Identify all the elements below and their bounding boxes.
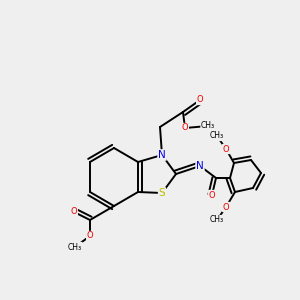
Text: O: O <box>223 145 229 154</box>
Text: O: O <box>71 208 77 217</box>
Text: CH₃: CH₃ <box>68 242 82 251</box>
Text: O: O <box>209 190 215 200</box>
Text: CH₃: CH₃ <box>201 122 215 130</box>
Text: CH₃: CH₃ <box>210 215 224 224</box>
Text: O: O <box>87 232 93 241</box>
Text: O: O <box>197 95 203 104</box>
Text: N: N <box>158 150 166 160</box>
Text: O: O <box>182 124 188 133</box>
Text: S: S <box>159 188 165 198</box>
Text: CH₃: CH₃ <box>210 131 224 140</box>
Text: N: N <box>196 161 204 171</box>
Text: O: O <box>223 202 229 211</box>
